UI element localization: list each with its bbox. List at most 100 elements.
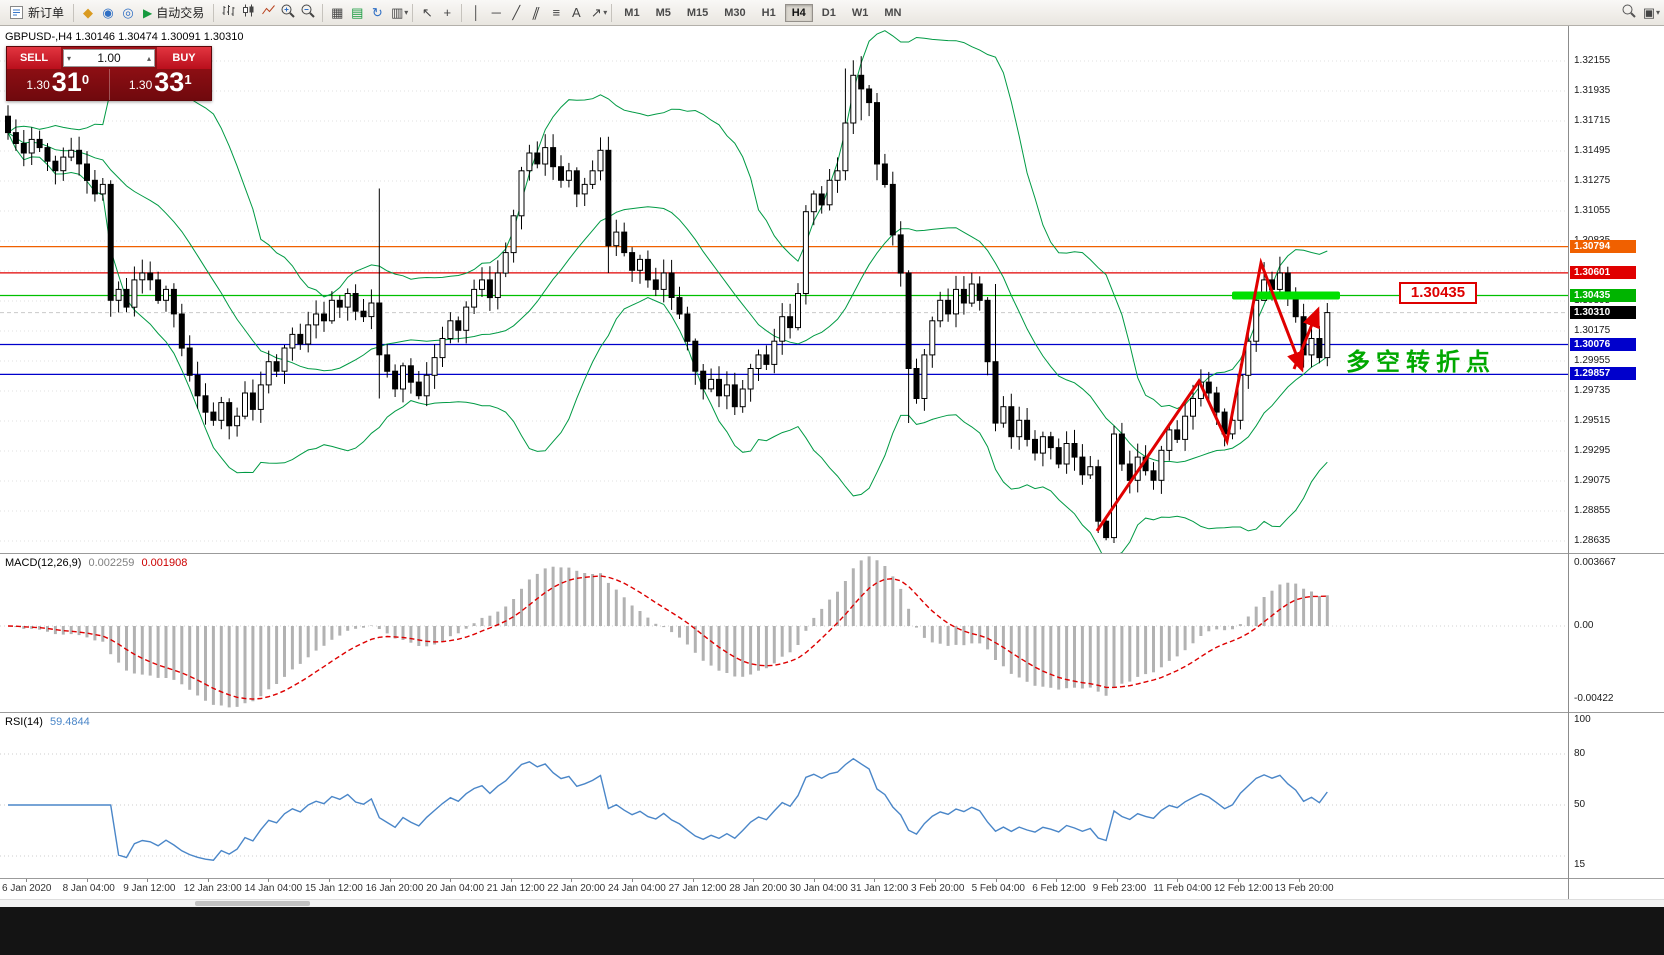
timeframe-H1[interactable]: H1: [761, 6, 776, 19]
trendline-tool-icon[interactable]: ╱: [512, 4, 521, 20]
line-chart-mode-icon[interactable]: [258, 3, 278, 23]
macd-header: MACD(12,26,9) 0.002259 0.001908: [5, 557, 187, 569]
styles-icon[interactable]: ◆: [83, 4, 94, 20]
horizontal-line-tool-icon[interactable]: ─: [491, 4, 501, 20]
new-chart-icon[interactable]: ▤: [351, 4, 364, 20]
timeframe-M5[interactable]: M5: [655, 6, 671, 19]
time-tick: [86, 879, 88, 882]
macd-name: MACD(12,26,9): [5, 557, 82, 569]
panel-separator[interactable]: [0, 712, 1664, 713]
timeframe-M15[interactable]: M15: [686, 6, 709, 19]
timeframe-H4[interactable]: H4: [784, 3, 813, 22]
time-label: 28 Jan 20:00: [729, 883, 788, 894]
macd-tick: -0.00422: [1574, 693, 1614, 704]
search-icon[interactable]: [1619, 3, 1639, 23]
sell-button[interactable]: SELL: [7, 47, 61, 69]
arrows-tool-icon[interactable]: ↗: [590, 4, 602, 20]
turning-point-note: 多空转折点: [1346, 349, 1496, 376]
templates-dropdown-icon[interactable]: ▾: [404, 8, 409, 17]
time-label: 20 Jan 04:00: [426, 883, 485, 894]
volume-input[interactable]: ▾ 1.00 ▴: [63, 49, 155, 67]
price-tick: 1.32155: [1574, 55, 1611, 66]
price-label-1.30794: 1.30794: [1570, 239, 1636, 253]
buy-price-sup: 1: [184, 72, 192, 87]
time-tick: [26, 879, 27, 882]
panel-separator[interactable]: [0, 553, 1664, 554]
time-label: 9 Jan 12:00: [123, 883, 176, 894]
sell-price-display[interactable]: 1.30 31 0: [7, 69, 109, 100]
price-label-1.29857: 1.29857: [1570, 367, 1636, 381]
time-label: 22 Jan 20:00: [547, 883, 606, 894]
panels-dropdown-icon[interactable]: ▾: [1655, 8, 1660, 17]
new-order-button[interactable]: 新订单: [4, 2, 69, 23]
time-tick: [692, 879, 694, 882]
toolbar-separator: [213, 3, 215, 22]
time-label: 24 Jan 04:00: [608, 883, 666, 894]
tile-windows-icon[interactable]: ▦: [331, 4, 344, 20]
timeframe-D1[interactable]: D1: [821, 6, 836, 19]
rsi-tick: 100: [1574, 714, 1591, 725]
time-label: 31 Jan 12:00: [850, 883, 909, 894]
zoom-in-icon[interactable]: [278, 3, 298, 23]
text-tool-icon[interactable]: A: [571, 4, 581, 20]
volume-increase-button[interactable]: ▴: [146, 53, 151, 63]
time-tick: [450, 879, 452, 882]
time-tick: [874, 879, 876, 882]
time-axis[interactable]: 6 Jan 2020 8 Jan 04:00 9 Jan 12:00 12 Jan 2…: [0, 879, 1568, 899]
time-tick: [1238, 879, 1239, 882]
price-tick: 1.29295: [1574, 445, 1611, 456]
price-tick: 1.28635: [1574, 535, 1611, 546]
rsi-value: 59.4844: [49, 716, 90, 728]
auto-trading-button[interactable]: ▶ 自动交易: [138, 2, 209, 23]
toolbar-separator: [461, 3, 463, 22]
buy-price-display[interactable]: 1.30 33 1: [108, 69, 212, 100]
crosshair-icon[interactable]: +: [443, 4, 452, 20]
candlestick-mode-icon[interactable]: [238, 3, 258, 23]
toolbar-separator: [611, 3, 613, 22]
cursor-icon[interactable]: ↖: [421, 4, 433, 20]
time-label: 12 Feb 12:00: [1214, 883, 1273, 894]
fibonacci-tool-icon[interactable]: ≡: [552, 4, 561, 20]
time-label: 11 Feb 04:00: [1153, 883, 1212, 894]
timeframe-W1[interactable]: W1: [851, 6, 869, 19]
price-axis-separator: [1568, 26, 1569, 899]
volume-value[interactable]: 1.00: [97, 51, 121, 65]
toolbar-separator: [73, 3, 75, 22]
vertical-line-tool-icon[interactable]: │: [472, 4, 481, 20]
timeframe-M1[interactable]: M1: [624, 6, 640, 19]
toolbar-separator: [412, 3, 414, 22]
horizontal-scrollbar-thumb[interactable]: [195, 901, 310, 906]
auto-trading-label: 自动交易: [156, 6, 205, 20]
price-label-1.30601: 1.30601: [1570, 265, 1636, 279]
zoom-out-icon[interactable]: [298, 3, 318, 23]
horizontal-scrollbar[interactable]: [0, 899, 1664, 907]
panels-icon[interactable]: ▣: [1642, 4, 1656, 20]
buy-button[interactable]: BUY: [157, 47, 211, 69]
time-label: 12 Jan 23:00: [183, 883, 242, 894]
timeframe-MN[interactable]: MN: [884, 6, 902, 19]
bar-chart-mode-icon[interactable]: [218, 3, 238, 23]
community-icon[interactable]: ◎: [122, 4, 134, 20]
time-tick: [1116, 879, 1118, 882]
templates-icon[interactable]: ▥: [391, 4, 404, 20]
price-tick: 1.29735: [1574, 385, 1611, 396]
auto-scroll-icon[interactable]: ↻: [371, 4, 383, 20]
price-axis[interactable]: 1.32155 1.31935 1.31715 1.31495 1.31275 1.310…: [1569, 0, 1664, 955]
volume-decrease-button[interactable]: ▾: [67, 53, 72, 63]
price-tick: 1.29075: [1574, 475, 1611, 486]
timeframe-M30[interactable]: M30: [724, 6, 746, 19]
macd-panel-canvas[interactable]: [0, 553, 1568, 712]
price-label-1.30076: 1.30076: [1570, 337, 1636, 351]
time-label: 15 Jan 12:00: [305, 883, 363, 894]
account-icon[interactable]: ◉: [102, 4, 114, 20]
time-label: 14 Jan 04:00: [244, 883, 303, 894]
arrows-dropdown-icon[interactable]: ▾: [603, 8, 608, 17]
main-chart-canvas[interactable]: [0, 26, 1568, 553]
chart-ohlc-header: GBPUSD-,H4 1.30146 1.30474 1.30091 1.303…: [5, 31, 244, 43]
time-label: 6 Feb 12:00: [1032, 883, 1086, 894]
time-tick: [207, 879, 209, 882]
rsi-panel-canvas[interactable]: [0, 712, 1568, 878]
time-tick: [1298, 879, 1300, 882]
macd-tick: 0.00: [1574, 620, 1594, 631]
